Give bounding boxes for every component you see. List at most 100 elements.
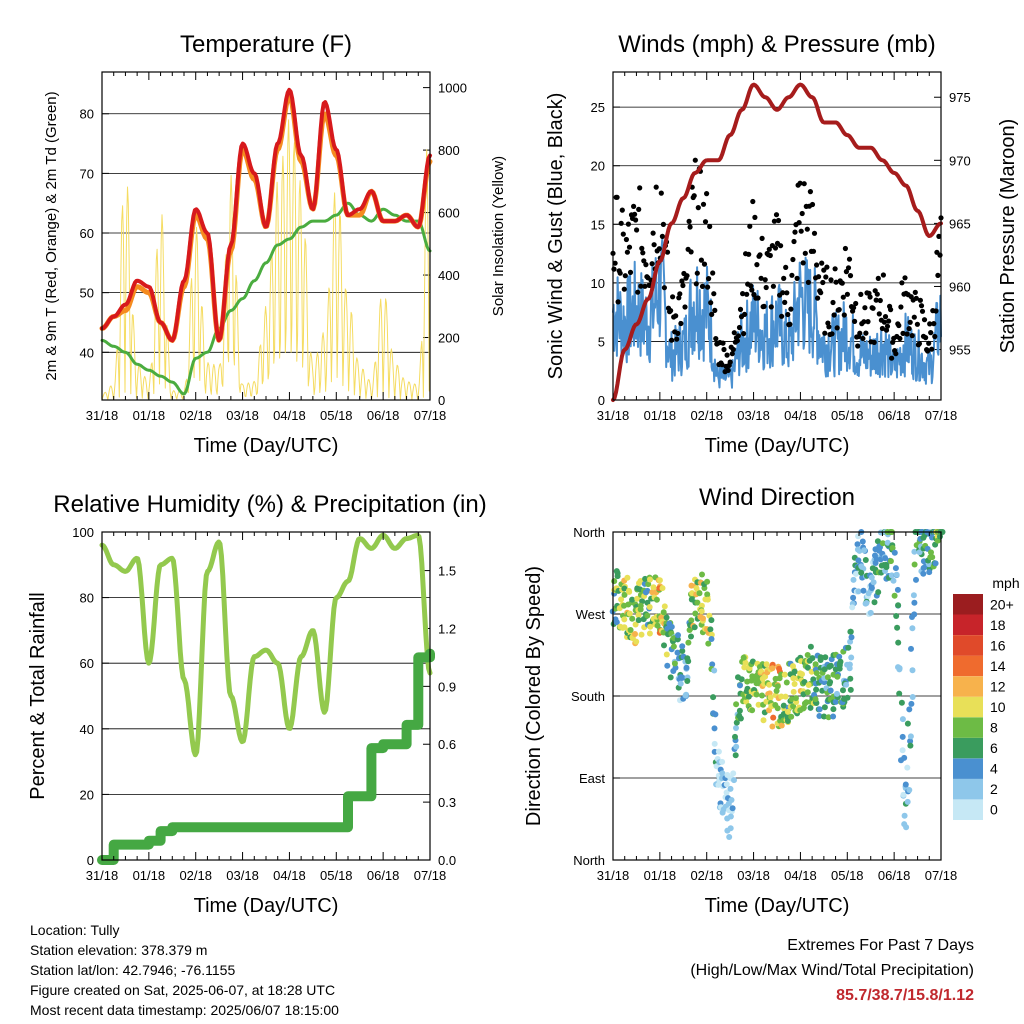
gust-point	[902, 275, 908, 281]
direction-point	[809, 655, 816, 662]
direction-point	[844, 694, 851, 701]
direction-point	[888, 572, 895, 579]
direction-point	[883, 561, 890, 568]
direction-point	[682, 692, 689, 699]
direction-point	[632, 621, 639, 628]
gust-point	[676, 295, 682, 301]
gust-point	[933, 308, 939, 314]
gust-point	[709, 311, 715, 317]
gust-point	[802, 250, 808, 256]
temperature-2m-line	[100, 87, 432, 343]
direction-point	[913, 576, 919, 583]
y2-tick-label-1: 800	[438, 143, 460, 158]
gust-point	[883, 327, 890, 333]
gust-point	[788, 306, 794, 312]
gust-point	[735, 333, 742, 339]
direction-point	[644, 587, 651, 594]
direction-point	[745, 693, 752, 700]
y2-tick-label-3: 1.5	[438, 564, 456, 579]
gust-point	[814, 262, 820, 268]
plot-frame-3	[101, 531, 431, 861]
info-recent: Most recent data timestamp: 2025/06/07 1…	[30, 1002, 339, 1018]
direction-point	[723, 789, 730, 796]
gust-point	[829, 331, 835, 337]
station-info: Location: Tully Station elevation: 378.3…	[30, 920, 339, 1020]
direction-point	[845, 644, 852, 651]
gust-point	[693, 281, 699, 287]
gust-point	[659, 233, 666, 239]
direction-point	[715, 781, 722, 788]
gust-point	[855, 343, 861, 349]
direction-point	[711, 740, 718, 747]
y-tick-label-1: 80	[80, 107, 94, 122]
gust-point	[634, 227, 640, 233]
gust-point	[611, 266, 617, 272]
gust-point	[731, 330, 737, 336]
gust-point	[789, 272, 795, 278]
gust-point	[713, 336, 719, 342]
direction-point	[760, 717, 767, 724]
direction-point	[664, 662, 671, 669]
gust-point	[775, 217, 782, 224]
x-axis-label-1: Time (Day/UTC)	[194, 435, 339, 457]
relative-humidity-line	[99, 532, 433, 758]
colorbar-label: 10	[990, 699, 1006, 715]
direction-point	[708, 617, 715, 624]
direction-point	[911, 611, 918, 618]
gust-point	[650, 230, 656, 236]
gust-point	[688, 249, 694, 255]
gust-point	[871, 339, 877, 345]
gust-point	[921, 317, 928, 323]
direction-point	[900, 791, 907, 798]
direction-point	[889, 545, 896, 551]
x-tick-label-2: 01/18	[644, 408, 677, 423]
direction-point	[769, 723, 776, 730]
extremes-title: Extremes For Past 7 Days	[787, 937, 974, 954]
sonic-wind-line	[612, 238, 942, 389]
x-tick-label-1: 04/18	[273, 408, 306, 423]
colorbar-swatch	[953, 778, 983, 800]
gust-point	[783, 264, 789, 270]
gust-point	[824, 264, 830, 270]
gust-point	[917, 297, 924, 303]
colorbar-label: 16	[990, 637, 1006, 653]
direction-point	[763, 698, 770, 705]
gust-point	[912, 289, 918, 295]
gust-point	[744, 291, 750, 297]
gust-point	[899, 280, 905, 286]
direction-point	[619, 624, 626, 631]
y-tick-label-3: 40	[80, 722, 94, 737]
direction-point	[626, 610, 633, 617]
gust-point	[782, 299, 788, 305]
gust-point	[826, 324, 832, 330]
direction-point	[847, 686, 854, 693]
gust-point	[888, 307, 894, 313]
gust-point	[614, 194, 620, 200]
gust-point	[857, 330, 863, 336]
gust-point	[867, 294, 873, 300]
direction-point	[627, 627, 634, 633]
direction-point	[812, 696, 819, 703]
direction-point	[613, 568, 620, 575]
gust-point	[839, 280, 845, 286]
direction-point	[855, 557, 862, 564]
y-tick-label-3: 0	[87, 853, 94, 868]
direction-point	[632, 631, 638, 637]
y2-tick-label-2: 965	[949, 216, 971, 231]
y-tick-label-1: 40	[80, 345, 94, 360]
gust-point	[625, 221, 632, 227]
direction-point	[911, 599, 918, 606]
direction-point	[911, 561, 918, 568]
gust-point	[929, 346, 935, 352]
gust-point	[836, 307, 842, 313]
extremes-summary: Extremes For Past 7 Days (High/Low/Max W…	[690, 933, 974, 1008]
direction-point	[737, 715, 744, 722]
gust-point	[641, 258, 647, 264]
gust-point	[865, 319, 871, 325]
gust-point	[809, 201, 816, 208]
gust-point	[811, 230, 818, 236]
direction-point	[674, 649, 681, 656]
x-tick-label-2: 02/18	[690, 408, 723, 423]
direction-point	[700, 615, 706, 622]
direction-point	[637, 578, 644, 584]
